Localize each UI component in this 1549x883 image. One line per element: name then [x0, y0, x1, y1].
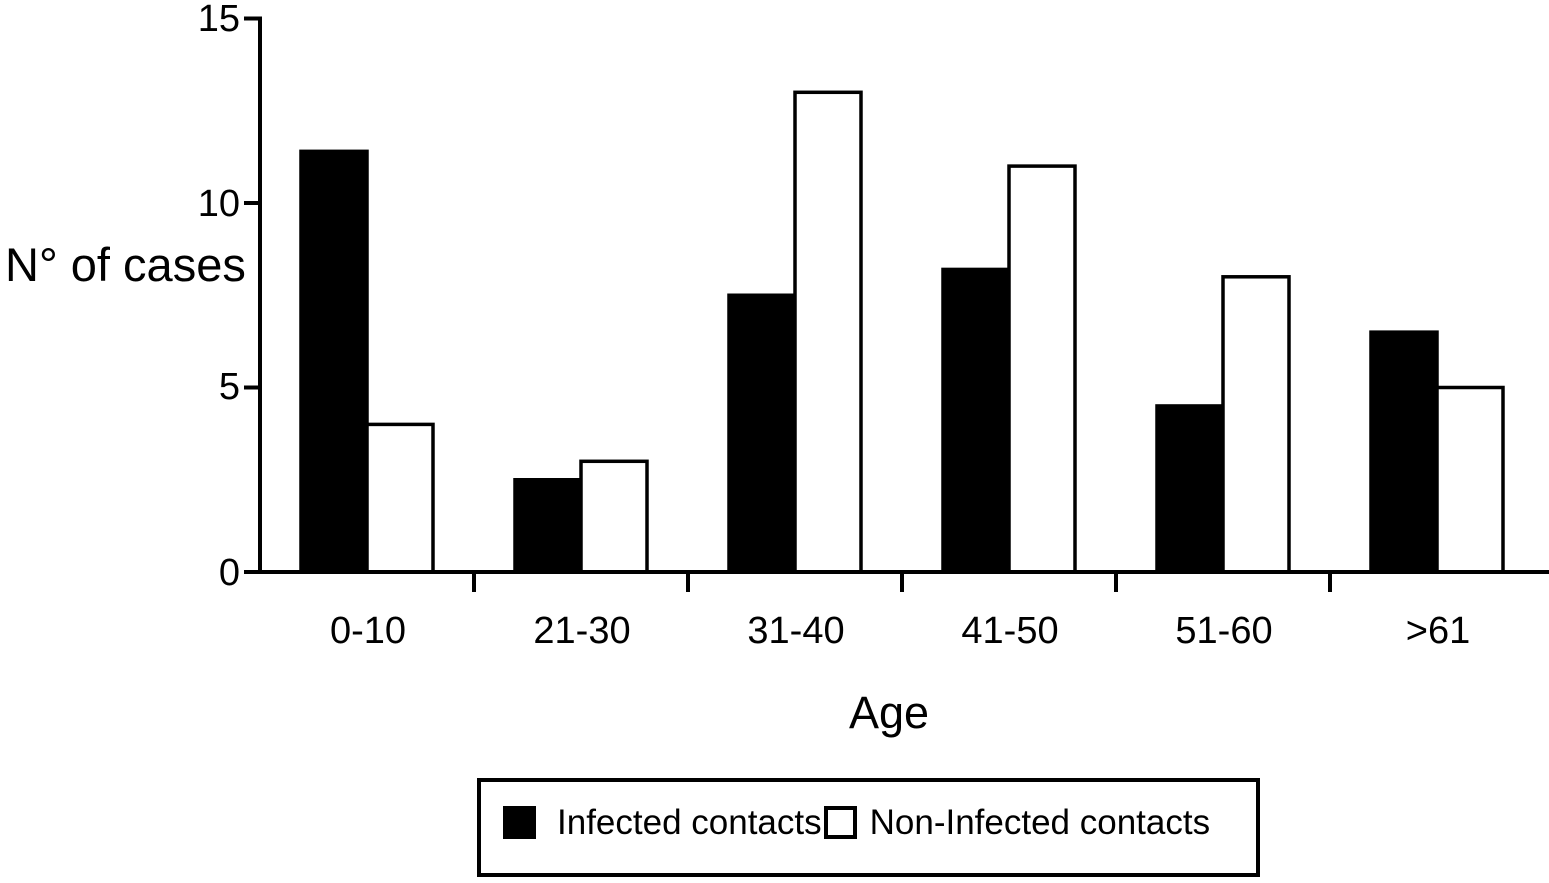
y-tick-label-5: 5 — [218, 366, 240, 408]
bar-non-infected-41-50 — [1007, 164, 1077, 574]
legend-label-infected: Infected contacts — [557, 803, 822, 842]
bar-infected-0-10 — [299, 149, 369, 574]
legend-swatch-infected-icon — [503, 806, 536, 839]
legend-box: Infected contacts Non-Infected contacts — [477, 778, 1260, 877]
bar-non-infected->61 — [1435, 385, 1505, 574]
legend-label-non-infected: Non-Infected contacts — [869, 803, 1211, 842]
x-axis-title: Age — [848, 687, 930, 738]
bar-non-infected-31-40 — [793, 90, 863, 574]
y-tick-label-10: 10 — [197, 183, 240, 225]
bar-non-infected-21-30 — [579, 459, 649, 574]
x-tick-label-41-50: 41-50 — [961, 610, 1059, 652]
y-tick-label-0: 0 — [218, 552, 240, 594]
x-tick-label-31-40: 31-40 — [747, 610, 845, 652]
x-tick-label-gt61: >61 — [1405, 610, 1471, 652]
x-tick-label-0-10: 0-10 — [329, 610, 407, 652]
bar-infected-21-30 — [513, 478, 583, 574]
y-axis-title: N° of cases — [5, 238, 246, 291]
legend-swatch-non-infected-icon — [823, 806, 857, 839]
bar-infected->61 — [1369, 330, 1439, 574]
y-tick-label-15: 15 — [197, 0, 240, 40]
bar-infected-41-50 — [941, 267, 1011, 574]
bar-infected-31-40 — [727, 293, 797, 574]
x-tick-label-51-60: 51-60 — [1175, 610, 1273, 652]
bar-non-infected-51-60 — [1221, 275, 1291, 574]
bar-infected-51-60 — [1155, 404, 1225, 574]
bar-non-infected-0-10 — [365, 422, 435, 574]
x-tick-label-21-30: 21-30 — [533, 610, 631, 652]
